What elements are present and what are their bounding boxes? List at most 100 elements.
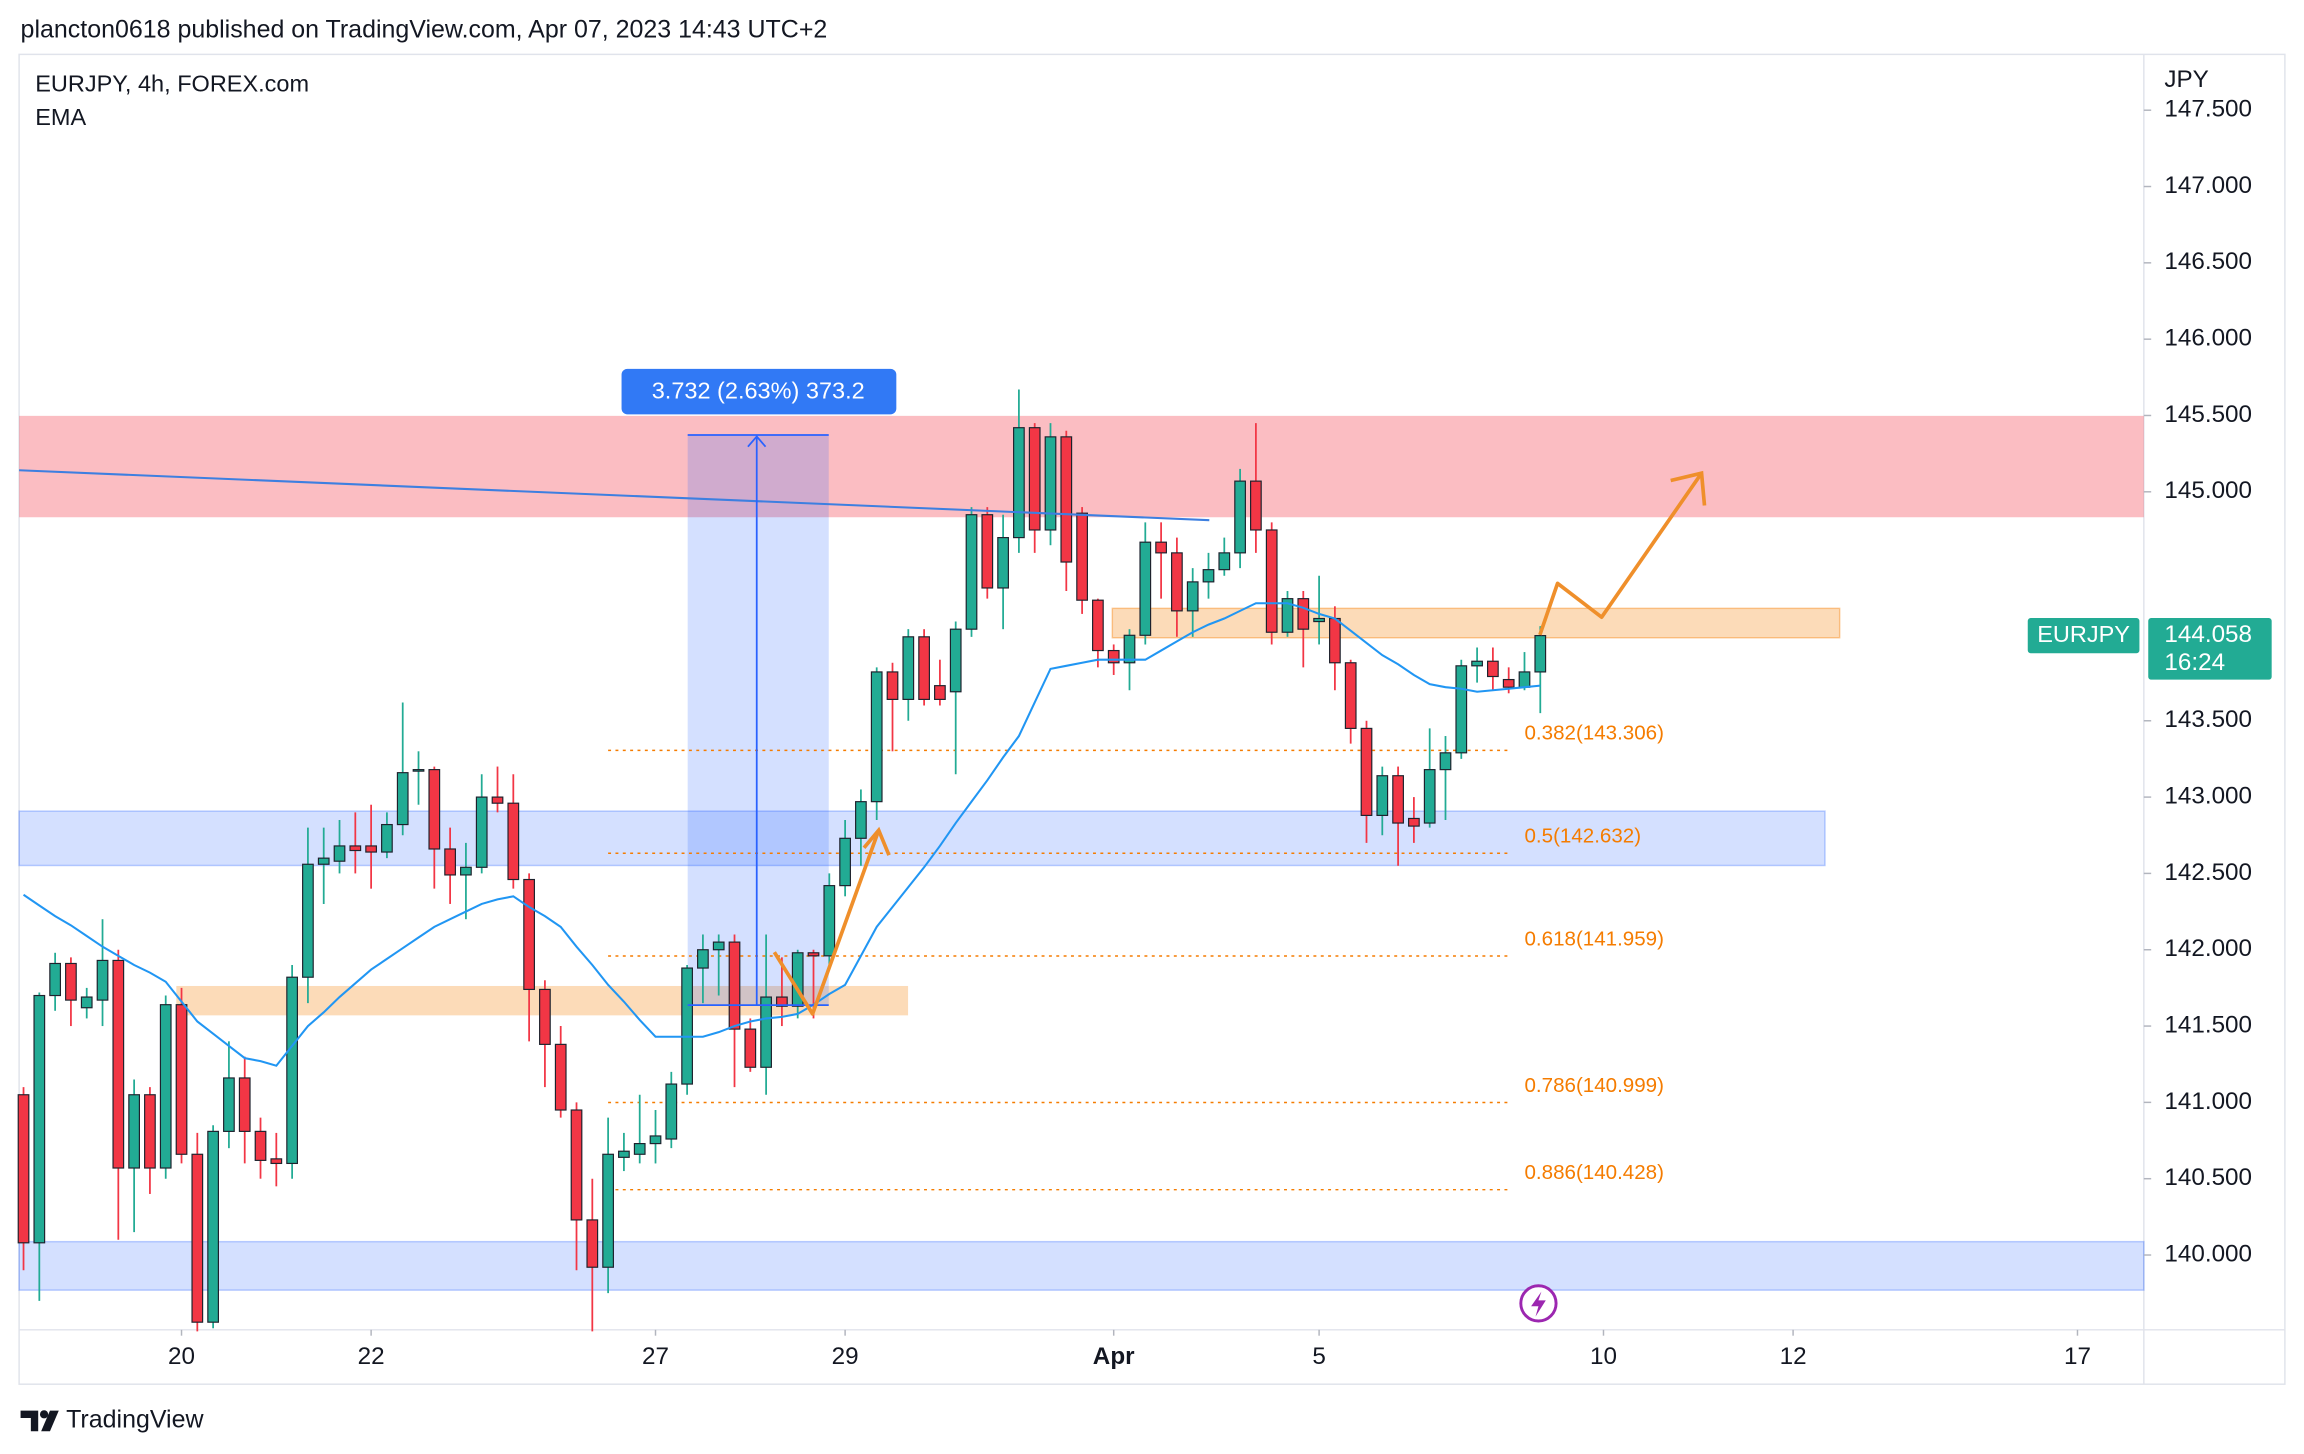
candle-body [144,1094,156,1169]
drawings-under [18,415,2145,1291]
y-tick-label: 146.500 [2164,248,2252,275]
y-tick-label: 142.000 [2164,935,2252,962]
candle-body [1281,598,1294,633]
candle-body [823,885,836,957]
support-zone [18,810,1826,867]
candle-body [1297,598,1310,630]
candle-body [728,941,741,1030]
candle-body [286,976,298,1165]
candle-body [1329,617,1341,664]
ema-line [22,602,1541,1067]
measure-label-box [621,368,897,415]
candle-body [475,796,488,868]
candle-body [80,996,93,1009]
candle-body [428,769,441,850]
x-tick-label: 22 [358,1343,385,1370]
candle-body [238,1077,251,1132]
candle-body [949,628,962,693]
candle-body [460,866,472,876]
candle-body [1313,617,1325,623]
y-tick-label: 142.500 [2164,859,2252,886]
y-tick-label: 140.500 [2164,1164,2252,1191]
candle-body [1218,552,1231,571]
candle-body [1123,634,1136,664]
candle-body [1376,775,1389,816]
arrowhead [1670,470,1707,506]
x-tick-label: 5 [1312,1343,1325,1370]
y-tick-label: 147.000 [2164,172,2252,199]
trend-line [19,469,1210,522]
candle-body [760,996,772,1068]
x-tick-label: 17 [2064,1343,2091,1370]
candle-body [870,671,883,803]
candle-body [1392,775,1404,824]
candle-body [1265,529,1278,633]
candle-body [1013,427,1025,539]
legend-symbol: EURJPY, 4h, FOREX.com [35,70,309,96]
candle-body [1060,436,1073,563]
candle-body [507,802,520,881]
countdown: 16:24 [2164,649,2225,676]
fib-retracement: 0.382(143.306) 0.5(142.632) 0.618(141.959)… [608,722,1664,1191]
candle-body [886,671,899,700]
candle-body [839,837,851,887]
fib-label: 0.618(141.959) [1524,927,1663,950]
symbol-tag: EURJPY [2037,621,2130,647]
candle-body [1186,581,1199,612]
y-tick-label: 147.500 [2164,96,2252,123]
candle-body [902,636,915,700]
y-tick-label: 141.000 [2164,1088,2252,1115]
candle-body [381,823,393,853]
logo-mark [20,1410,39,1432]
x-tick-label: 27 [642,1343,669,1370]
candle-body [665,1083,678,1140]
candle-body [997,537,1009,589]
candle-body [1234,480,1246,554]
y-tick-label: 143.000 [2164,782,2252,809]
last-price-box [2148,617,2272,680]
axes: 140.000 140.500 141.000 141.500 142.000 142.5… [168,96,2272,1370]
candle-body [1455,665,1468,754]
projection-arrow [772,829,881,1016]
candle-body [491,796,504,804]
candle-body [649,1135,662,1145]
candle-body [112,959,125,1169]
candle-body [333,845,346,862]
logo-dot [39,1410,49,1419]
candle-body [191,1153,204,1323]
y-tick-label: 143.500 [2164,706,2252,733]
candle-body [807,952,820,957]
candle-body [1534,635,1547,673]
logo-mark [41,1410,59,1432]
candle-body [633,1143,646,1155]
candle-body [33,994,46,1244]
candle-body [254,1130,267,1161]
tradingview-logo: TradingView [20,1406,204,1434]
candle-body [317,857,330,865]
candle-body [1471,660,1483,667]
candle-body [554,1043,567,1111]
x-tick-label: 10 [1590,1343,1617,1370]
candle-body [1139,541,1152,636]
fib-label: 0.786(140.999) [1524,1074,1663,1097]
y-tick-label: 141.500 [2164,1011,2252,1038]
demand-zone [1111,607,1841,639]
y-tick-label: 140.000 [2164,1240,2252,1267]
candle-body [65,962,77,1001]
candle-body [1423,769,1436,824]
candle-body [1044,436,1057,531]
candle-body [365,845,377,853]
fib-label: 0.886(140.428) [1524,1161,1663,1184]
fib-label: 0.382(143.306) [1524,722,1663,745]
candle-body [1076,512,1088,601]
candle-body [1487,660,1499,678]
candle-body [1360,727,1373,816]
candle-body [1107,649,1120,664]
y-tick-label: 146.000 [2164,325,2252,352]
candle-body [349,845,362,852]
candle-body [618,1150,630,1158]
candle-body [159,1004,172,1169]
drawings-over: 3.732 (2.63%) 373.2 [19,368,1707,1323]
